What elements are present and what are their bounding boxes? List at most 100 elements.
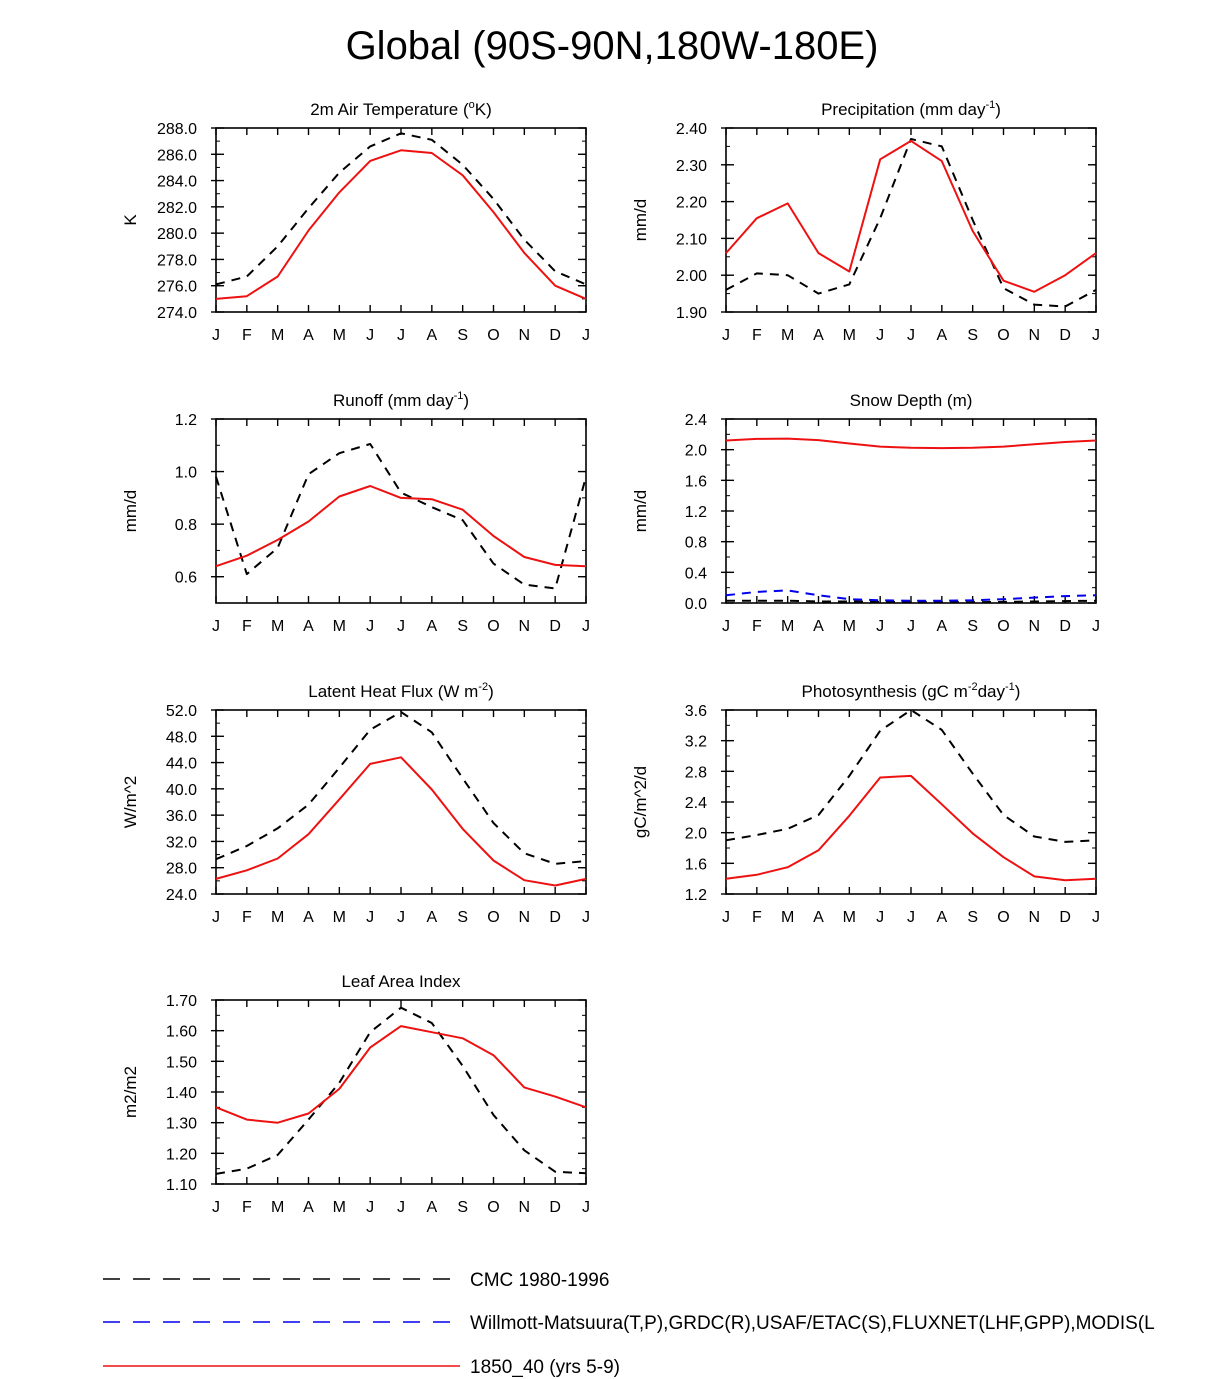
y-axis-label: gC/m^2/d [631,766,650,838]
series-line-model [725,774,1097,882]
x-tick-label: S [457,909,468,926]
axis-frame [215,999,587,1185]
x-tick-label: M [843,909,856,926]
series-line-model [215,756,587,887]
x-tick-label: O [487,909,499,926]
x-tick-label: J [582,618,590,635]
x-tick-label: J [1092,909,1100,926]
x-tick-label: A [303,618,314,635]
x-tick-label: M [271,327,284,344]
x-tick-label: S [457,327,468,344]
x-tick-label: A [303,909,314,926]
axis-frame [725,127,1097,313]
x-tick-label: A [426,618,437,635]
panel-snow-depth-m: Snow Depth (m) J F M A M J J A S O N D J 0.0 0.4 0.8 1.2 1… [631,391,1100,635]
x-tick-label: A [813,618,824,635]
panel-title: Precipitation (mm day-1) [821,99,1001,119]
series-line-model [215,485,587,568]
x-tick-label: N [1029,618,1041,635]
x-tick-label: M [843,327,856,344]
y-tick-label: 2.4 [685,795,707,812]
y-tick-label: 3.2 [685,734,707,751]
y-tick-label: 0.8 [685,535,707,552]
y-tick-label: 1.6 [685,856,707,873]
x-tick-label: S [967,909,978,926]
x-tick-label: M [843,618,856,635]
x-tick-label: J [907,909,915,926]
x-tick-label: O [997,327,1009,344]
figure-title: Global (90S-90N,180W-180E) [345,24,879,68]
x-tick-label: J [582,1199,590,1216]
x-tick-label: J [212,618,220,635]
y-tick-label: 1.30 [166,1116,197,1133]
x-tick-label: J [212,909,220,926]
x-tick-label: A [303,327,314,344]
panel-title: Photosynthesis (gC m-2day-1) [802,681,1021,701]
y-tick-label: 288.0 [157,121,197,138]
y-tick-label: 2.40 [676,121,707,138]
x-tick-label: F [242,1199,252,1216]
x-tick-label: J [722,909,730,926]
x-tick-label: O [487,1199,499,1216]
x-tick-label: D [549,618,561,635]
x-tick-label: O [487,327,499,344]
x-tick-label: J [582,327,590,344]
panel-runoff-mm-day-1: Runoff (mm day-1) J F M A M J J A S O N D J 0.6 0.8 1.0 1… [121,390,590,635]
x-tick-label: S [457,618,468,635]
x-tick-label: N [1029,909,1041,926]
y-tick-label: 0.0 [685,596,707,613]
panel-precipitation-mm-day-1: Precipitation (mm day-1) J F M A M J J A S O N D J 1.9… [631,99,1100,344]
x-tick-label: D [1059,618,1071,635]
x-tick-label: D [1059,327,1071,344]
y-tick-label: 2.0 [685,443,707,460]
x-tick-label: A [426,327,437,344]
y-tick-label: 1.60 [166,1024,197,1041]
x-tick-label: M [781,909,794,926]
x-tick-label: F [242,618,252,635]
x-tick-label: J [876,618,884,635]
y-tick-label: 282.0 [157,200,197,217]
axis-frame [215,709,587,895]
panel-latent-heat-flux-w-m-2: Latent Heat Flux (W m-2) J F M A M J J A S O N D J 24.… [121,681,590,926]
y-tick-label: 2.00 [676,268,707,285]
x-tick-label: J [212,1199,220,1216]
x-tick-label: J [907,618,915,635]
y-tick-label: 2.30 [676,158,707,175]
y-tick-label: 2.20 [676,195,707,212]
y-tick-label: 1.2 [685,887,707,904]
y-tick-label: 52.0 [166,703,197,720]
panel-leaf-area-index: Leaf Area Index J F M A M J J A S O N D J 1.10 1.20 1.30… [121,972,590,1216]
x-tick-label: D [549,909,561,926]
y-tick-label: 0.6 [175,570,197,587]
y-tick-label: 1.2 [175,412,197,429]
y-tick-label: 24.0 [166,887,197,904]
x-tick-label: J [907,327,915,344]
x-tick-label: O [997,618,1009,635]
y-tick-label: 2.4 [685,412,707,429]
y-tick-label: 1.6 [685,473,707,490]
axis-frame [725,709,1097,895]
x-tick-label: J [397,909,405,926]
panel-photosynthesis-gc-m-2day-1: Photosynthesis (gC m-2day-1) J F M A M J J A S O N D… [631,681,1100,926]
x-tick-label: F [242,327,252,344]
series-line-cmc [215,711,587,865]
x-tick-label: O [487,618,499,635]
x-tick-label: M [333,1199,346,1216]
series-line-cmc [215,1006,587,1175]
series-line-cmc [215,132,587,286]
series-line-cmc [726,599,1097,604]
y-tick-label: 1.50 [166,1054,197,1071]
x-tick-label: F [752,618,762,635]
x-tick-label: J [876,327,884,344]
y-tick-label: 32.0 [166,834,197,851]
x-tick-label: A [426,909,437,926]
x-tick-label: J [1092,327,1100,344]
x-tick-label: A [813,327,824,344]
x-tick-label: F [752,909,762,926]
x-tick-label: A [813,909,824,926]
x-tick-label: J [722,618,730,635]
y-tick-label: 1.70 [166,993,197,1010]
series-line-model [725,437,1097,450]
y-tick-label: 1.90 [676,305,707,322]
